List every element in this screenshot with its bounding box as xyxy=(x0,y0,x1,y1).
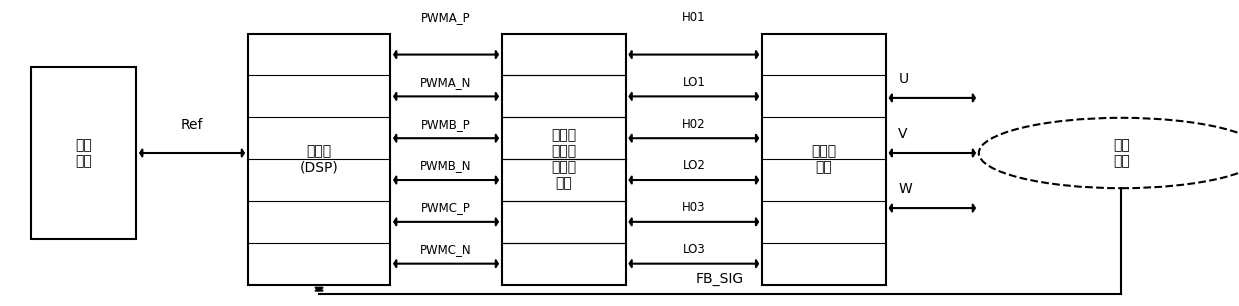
Text: V: V xyxy=(898,127,908,141)
Bar xyxy=(31,67,136,239)
Text: PWMC_P: PWMC_P xyxy=(421,201,471,214)
Text: PWMA_N: PWMA_N xyxy=(420,76,472,89)
Text: H03: H03 xyxy=(683,201,705,214)
Bar xyxy=(502,34,626,285)
Text: PWMB_N: PWMB_N xyxy=(420,159,472,172)
Text: 电平转
换及光
耦隔离
电路: 电平转 换及光 耦隔离 电路 xyxy=(551,128,576,190)
Text: PWMB_P: PWMB_P xyxy=(421,118,471,131)
Text: PWMC_N: PWMC_N xyxy=(420,243,472,256)
Text: H01: H01 xyxy=(681,12,706,24)
Text: W: W xyxy=(898,182,912,196)
Text: FB_SIG: FB_SIG xyxy=(696,272,745,286)
Bar xyxy=(248,34,390,285)
Text: LO3: LO3 xyxy=(683,243,705,256)
Text: 通讯
接口: 通讯 接口 xyxy=(76,138,92,168)
Bar xyxy=(762,34,886,285)
Text: 控制器
(DSP): 控制器 (DSP) xyxy=(300,144,338,174)
Text: 功率放
大器: 功率放 大器 xyxy=(812,144,836,174)
Text: PWMA_P: PWMA_P xyxy=(421,12,471,24)
Text: H02: H02 xyxy=(681,118,706,131)
Text: U: U xyxy=(898,72,908,86)
Text: Ref: Ref xyxy=(181,118,203,132)
Text: LO2: LO2 xyxy=(683,159,705,172)
Ellipse shape xyxy=(979,118,1239,188)
Text: 伺服
机构: 伺服 机构 xyxy=(1113,138,1130,168)
Text: LO1: LO1 xyxy=(683,76,705,89)
